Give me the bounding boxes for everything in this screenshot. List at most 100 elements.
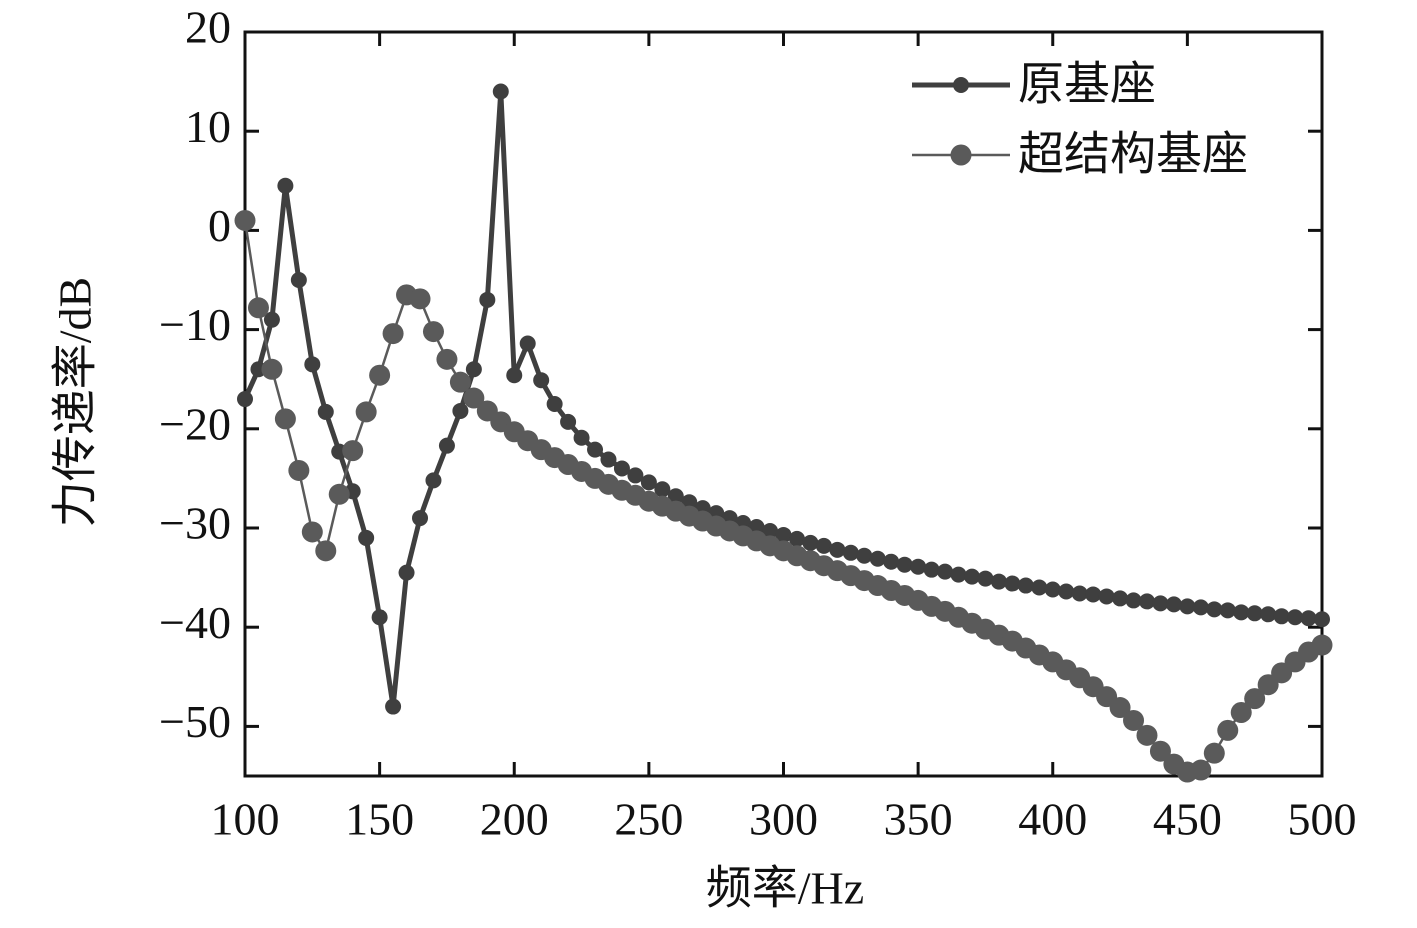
series-marker bbox=[409, 288, 431, 310]
x-tick-label: 300 bbox=[749, 794, 818, 845]
series-marker bbox=[667, 488, 684, 505]
y-tick-label: −50 bbox=[159, 696, 231, 747]
series-marker bbox=[856, 547, 873, 564]
series-marker bbox=[465, 361, 482, 378]
series-marker bbox=[1123, 709, 1145, 731]
x-tick-label: 400 bbox=[1018, 794, 1087, 845]
series-marker bbox=[977, 570, 994, 587]
series-marker bbox=[990, 573, 1007, 590]
series-marker bbox=[369, 364, 391, 386]
series-marker bbox=[1244, 688, 1266, 710]
series-marker bbox=[398, 564, 415, 581]
y-axis-label: 力传递率/dB bbox=[50, 277, 101, 527]
series-marker bbox=[1058, 583, 1075, 600]
series-marker bbox=[425, 472, 442, 489]
series-marker bbox=[1017, 577, 1034, 594]
series-marker bbox=[1300, 610, 1317, 627]
series-marker bbox=[1192, 599, 1209, 616]
series-marker bbox=[1219, 602, 1236, 619]
x-tick-label: 200 bbox=[480, 794, 549, 845]
series-marker bbox=[1085, 586, 1102, 603]
series-marker bbox=[1314, 611, 1330, 628]
series-marker bbox=[1149, 740, 1171, 762]
series-marker bbox=[1260, 606, 1277, 623]
y-tick-label: −20 bbox=[159, 398, 231, 449]
series-marker bbox=[546, 396, 563, 412]
series-marker bbox=[371, 609, 388, 626]
series-marker bbox=[896, 556, 913, 573]
series-marker bbox=[247, 297, 269, 319]
series-marker bbox=[1044, 581, 1061, 598]
series-marker bbox=[382, 323, 404, 345]
series-marker bbox=[1233, 604, 1250, 621]
series-marker bbox=[613, 460, 630, 477]
series-marker bbox=[1179, 598, 1196, 615]
series-marker bbox=[1190, 759, 1212, 781]
series-marker bbox=[600, 451, 617, 468]
series-marker bbox=[560, 413, 577, 430]
series-marker bbox=[342, 440, 364, 462]
series-marker bbox=[1152, 595, 1169, 612]
series-marker bbox=[1217, 719, 1239, 741]
series-marker bbox=[422, 321, 444, 343]
series-marker bbox=[573, 429, 590, 446]
x-tick-label: 250 bbox=[614, 794, 683, 845]
series-marker bbox=[412, 510, 429, 527]
series-marker bbox=[1230, 702, 1252, 724]
x-tick-label: 150 bbox=[345, 794, 414, 845]
series-marker bbox=[640, 474, 657, 491]
series-marker bbox=[358, 529, 375, 546]
series-marker bbox=[1203, 742, 1225, 764]
series-line bbox=[242, 91, 1323, 707]
legend-marker bbox=[950, 144, 972, 166]
series-marker bbox=[463, 387, 485, 409]
legend-marker bbox=[953, 77, 969, 93]
series-marker bbox=[492, 83, 509, 100]
series-marker bbox=[1125, 592, 1142, 609]
series-marker bbox=[762, 522, 779, 539]
series-marker bbox=[788, 530, 805, 547]
series-marker bbox=[1165, 596, 1182, 613]
y-tick-label: −10 bbox=[159, 299, 231, 350]
series-marker bbox=[748, 519, 765, 536]
series-marker bbox=[274, 408, 296, 430]
series-marker bbox=[436, 348, 458, 370]
series-marker bbox=[1098, 588, 1115, 605]
series-marker bbox=[385, 698, 402, 715]
series-marker bbox=[829, 541, 846, 558]
series-marker bbox=[277, 177, 294, 194]
x-tick-label: 450 bbox=[1153, 794, 1222, 845]
series-marker bbox=[910, 558, 927, 575]
series-marker bbox=[438, 437, 455, 454]
series-marker bbox=[775, 526, 792, 543]
series-marker bbox=[452, 402, 469, 419]
series-marker bbox=[234, 209, 256, 231]
series-marker bbox=[1109, 697, 1131, 719]
series-marker bbox=[317, 403, 334, 420]
series-marker bbox=[304, 356, 321, 373]
series-marker bbox=[842, 544, 859, 561]
series-marker bbox=[288, 459, 310, 481]
series-marker bbox=[1138, 593, 1155, 610]
series-marker bbox=[950, 566, 967, 583]
series-marker bbox=[587, 441, 604, 458]
series-marker bbox=[263, 311, 280, 328]
series-marker bbox=[1136, 724, 1158, 746]
series-marker bbox=[1311, 634, 1333, 656]
series-marker bbox=[479, 291, 496, 308]
x-tick-label: 500 bbox=[1288, 794, 1357, 845]
series-marker bbox=[1287, 609, 1304, 626]
series-marker bbox=[923, 561, 940, 578]
series-marker bbox=[355, 401, 377, 423]
series-marker bbox=[1004, 575, 1021, 592]
series-marker bbox=[1257, 674, 1279, 696]
series-marker bbox=[815, 537, 832, 554]
series-marker bbox=[315, 540, 337, 562]
series-marker bbox=[681, 494, 698, 511]
series-marker bbox=[533, 372, 550, 389]
series-marker bbox=[963, 568, 980, 585]
series-marker bbox=[506, 367, 523, 384]
series-marker bbox=[1112, 590, 1129, 607]
